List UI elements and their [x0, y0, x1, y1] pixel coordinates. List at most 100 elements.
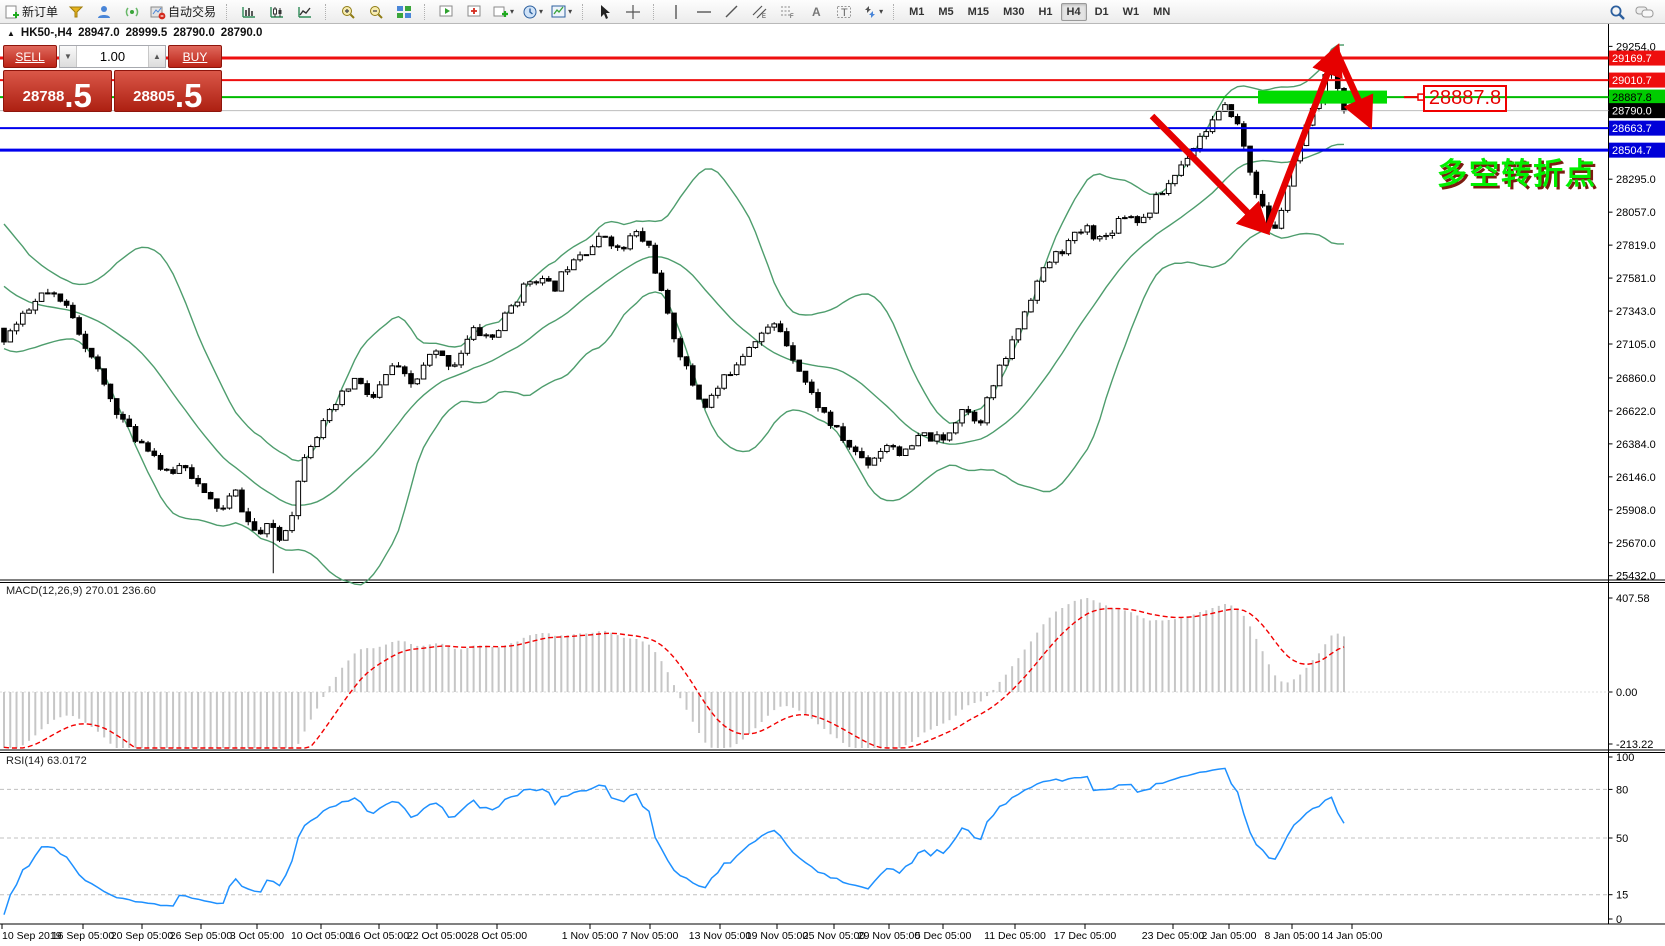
svg-text:16 Sep 05:00: 16 Sep 05:00 [52, 930, 115, 942]
svg-text:25432.0: 25432.0 [1616, 571, 1656, 583]
svg-text:10 Oct 05:00: 10 Oct 05:00 [291, 930, 351, 942]
ohlc-high: 28999.5 [125, 27, 168, 39]
chat-button[interactable] [1632, 1, 1658, 23]
svg-text:2 Jan 05:00: 2 Jan 05:00 [1202, 930, 1257, 942]
ohlc-open: 28947.0 [78, 27, 120, 39]
sell-price-main: 28788 [22, 88, 65, 105]
autotrade-icon [150, 6, 166, 19]
arrows-icon [865, 5, 876, 18]
autotrade-button[interactable]: 自动交易 [147, 1, 219, 23]
timeframe-m30[interactable]: M30 [1003, 5, 1025, 18]
arrows-button[interactable]: ▾ [859, 1, 886, 23]
trendline-button[interactable] [719, 1, 745, 23]
timeframe-m1[interactable]: M1 [909, 5, 925, 18]
svg-text:23 Dec 05:00: 23 Dec 05:00 [1142, 930, 1205, 942]
svg-text:28887.8: 28887.8 [1612, 92, 1652, 104]
buy-price[interactable]: 28805 .5 [113, 70, 222, 112]
template-button[interactable]: ▾ [548, 1, 575, 23]
price-callout-box[interactable]: 28887.8 [1423, 85, 1507, 112]
zoom-in-button[interactable] [335, 1, 361, 23]
svg-text:27581.0: 27581.0 [1616, 273, 1656, 285]
volume-decrease-button[interactable]: ▼ [60, 46, 77, 67]
profile-icon [98, 5, 111, 18]
volume-field: ▼ 1.00 ▲ [59, 45, 166, 68]
svg-text:1 Nov 05:00: 1 Nov 05:00 [562, 930, 619, 942]
autotrade-label: 自动交易 [168, 5, 217, 19]
funnel-icon [68, 6, 84, 17]
svg-text:27819.0: 27819.0 [1616, 240, 1656, 252]
svg-text:25670.0: 25670.0 [1616, 538, 1656, 550]
crosshair-button[interactable] [620, 1, 646, 23]
svg-text:3 Oct 05:00: 3 Oct 05:00 [230, 930, 284, 942]
timeframe-m15[interactable]: M15 [967, 5, 990, 18]
svg-text:10 Sep 2019: 10 Sep 2019 [2, 930, 62, 942]
toolbar-separator [325, 3, 330, 20]
svg-text:29 Nov 05:00: 29 Nov 05:00 [858, 930, 921, 942]
vertical-line-button[interactable] [663, 1, 689, 23]
svg-text:28663.7: 28663.7 [1612, 123, 1652, 135]
one-click-trading-panel: SELL ▼ 1.00 ▲ BUY 28788 .5 28805 .5 [3, 45, 222, 112]
timeframe-mn[interactable]: MN [1153, 5, 1171, 18]
indicators-button[interactable]: ▾ [490, 1, 517, 23]
svg-text:28504.7: 28504.7 [1612, 145, 1652, 157]
collapse-icon[interactable]: ▲ [7, 28, 15, 38]
search-icon [1610, 5, 1625, 20]
sell-button[interactable]: SELL [3, 45, 57, 68]
rsi-label: RSI(14) 63.0172 [6, 755, 87, 767]
timeframe-w1[interactable]: W1 [1122, 5, 1140, 18]
periods-button[interactable]: ▾ [519, 1, 546, 23]
zoom-in-icon [342, 5, 355, 19]
new-order-button[interactable]: 新订单 [1, 1, 61, 23]
crosshair-icon [626, 4, 641, 19]
barchart-button[interactable] [236, 1, 262, 23]
svg-text:14 Jan 05:00: 14 Jan 05:00 [1322, 930, 1383, 942]
barchart-icon [242, 6, 256, 18]
svg-text:27343.0: 27343.0 [1616, 306, 1656, 318]
turning-point-note[interactable]: 多空转折点 [1437, 158, 1597, 191]
signal-button[interactable] [119, 1, 145, 23]
chevron-down-icon: ▾ [539, 7, 544, 16]
svg-text:15: 15 [1616, 890, 1628, 902]
tile-windows-button[interactable] [391, 1, 417, 23]
horizontal-line-button[interactable] [691, 1, 717, 23]
funnel-button[interactable] [63, 1, 89, 23]
horizontal-line-icon [697, 10, 712, 13]
indicators-icon [493, 6, 509, 17]
timeframe-h4[interactable]: H4 [1060, 2, 1087, 21]
cursor-button[interactable] [592, 1, 618, 23]
sell-price[interactable]: 28788 .5 [3, 70, 112, 112]
fibonacci-button[interactable]: F [775, 1, 801, 23]
volume-increase-button[interactable]: ▲ [148, 46, 165, 67]
volume-value[interactable]: 1.00 [99, 49, 126, 64]
new-chart-icon [467, 5, 481, 16]
svg-text:19 Nov 05:00: 19 Nov 05:00 [746, 930, 809, 942]
svg-text:17 Dec 05:00: 17 Dec 05:00 [1054, 930, 1117, 942]
search-button[interactable] [1604, 1, 1630, 23]
svg-text:28 Oct 05:00: 28 Oct 05:00 [467, 930, 527, 942]
channel-icon: E [752, 5, 767, 20]
chat-icon [1635, 6, 1654, 17]
svg-text:26860.0: 26860.0 [1616, 373, 1656, 385]
svg-text:11 Dec 05:00: 11 Dec 05:00 [984, 930, 1046, 942]
zoom-out-icon [370, 5, 383, 19]
chart-play-button[interactable] [434, 1, 460, 23]
timeframe-d1[interactable]: D1 [1094, 5, 1109, 18]
timeframe-h1[interactable]: H1 [1038, 5, 1053, 18]
toolbar-separator [582, 3, 587, 20]
svg-text:8 Jan 05:00: 8 Jan 05:00 [1265, 930, 1320, 942]
linechart-button[interactable] [292, 1, 318, 23]
channel-button[interactable]: E [747, 1, 773, 23]
zoom-out-button[interactable] [363, 1, 389, 23]
candlestick-button[interactable] [264, 1, 290, 23]
timeframe-m5[interactable]: M5 [938, 5, 954, 18]
label-button[interactable]: T [831, 1, 857, 23]
text-button[interactable]: A [803, 1, 829, 23]
profile-button[interactable] [91, 1, 117, 23]
buy-button[interactable]: BUY [168, 45, 222, 68]
new-chart-button[interactable] [462, 1, 488, 23]
svg-text:29010.7: 29010.7 [1612, 75, 1652, 87]
svg-text:25908.0: 25908.0 [1616, 505, 1656, 517]
svg-text:-213.22: -213.22 [1616, 739, 1653, 751]
svg-text:407.58: 407.58 [1616, 593, 1650, 605]
